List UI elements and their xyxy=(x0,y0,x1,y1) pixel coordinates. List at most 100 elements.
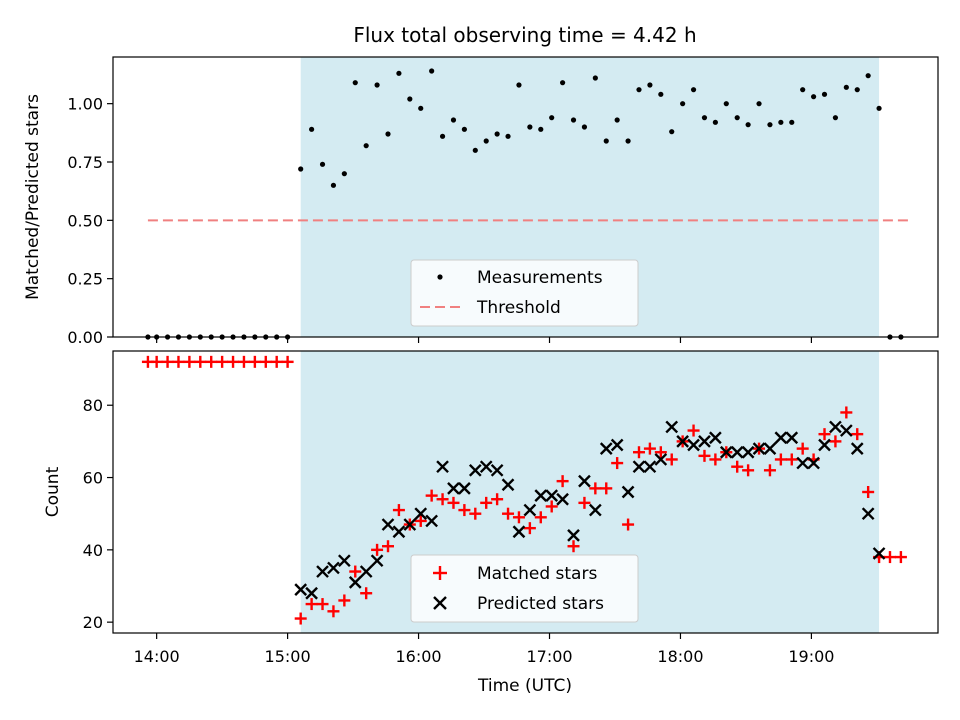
measurement-point xyxy=(439,133,446,139)
predicted-stars-point xyxy=(719,445,733,459)
matched-stars-point xyxy=(883,551,896,564)
matched-stars-point xyxy=(270,355,283,368)
measurement-point xyxy=(396,70,402,76)
measurement-point xyxy=(581,124,588,130)
predicted-stars-point xyxy=(403,518,417,531)
matched-stars-point xyxy=(491,493,504,506)
top-legend: Measurements Threshold xyxy=(410,259,639,327)
predicted-stars-point xyxy=(730,445,744,459)
predicted-stars-point xyxy=(632,460,646,474)
bottom-plot-frame xyxy=(112,350,939,634)
matched-stars-point xyxy=(392,504,405,517)
matched-stars-point xyxy=(785,453,798,466)
y-tick-label: 0.00 xyxy=(67,328,103,347)
predicted-stars-point xyxy=(370,554,384,568)
predicted-stars-point xyxy=(588,503,602,517)
matched-stars-point xyxy=(371,543,384,556)
x-tick-label: 14:00 xyxy=(134,647,180,666)
matched-stars-point xyxy=(194,355,207,368)
predicted-stars-point xyxy=(414,507,428,521)
matched-stars-point xyxy=(632,446,645,459)
matched-stars-point xyxy=(425,489,438,502)
matched-stars-point xyxy=(458,504,471,517)
matched-stars-point xyxy=(654,446,667,459)
matched-stars-point xyxy=(709,453,722,466)
bottom-y-axis-ticks: 20 40 60 80 xyxy=(83,396,113,632)
predicted-stars-point xyxy=(610,438,624,452)
top-legend-box xyxy=(410,259,639,327)
measurement-point xyxy=(298,166,304,172)
x-tick-label: 17:00 xyxy=(526,647,572,666)
measurements-series xyxy=(145,68,904,340)
y-tick-label: 20 xyxy=(83,613,103,632)
legend-measurements-label: Measurements xyxy=(477,268,603,288)
predicted-stars-point xyxy=(436,460,449,474)
predicted-stars-point xyxy=(392,525,406,539)
predicted-stars-point xyxy=(490,463,504,477)
predicted-stars-point xyxy=(578,474,591,488)
bottom-legend: Matched stars Predicted stars xyxy=(410,554,639,623)
matched-stars-point xyxy=(172,355,185,368)
predicted-stars-point xyxy=(327,561,340,575)
predicted-stars-point xyxy=(829,420,842,434)
measurement-point xyxy=(854,87,860,93)
measurement-point xyxy=(319,161,326,167)
top-y-axis-label: Matched/Predicted stars xyxy=(23,94,43,300)
matched-stars-point xyxy=(183,355,196,368)
matched-stars-point xyxy=(248,355,261,368)
matched-stars-point xyxy=(731,460,744,473)
measurement-point xyxy=(614,117,620,123)
matched-stars-point xyxy=(698,449,711,462)
matched-stars-point xyxy=(382,540,394,553)
predicted-stars-point xyxy=(665,420,679,434)
matched-stars-point xyxy=(534,511,547,524)
legend-matched-label: Matched stars xyxy=(477,564,597,584)
measurement-point xyxy=(680,101,686,107)
predicted-stars-point xyxy=(567,529,580,542)
legend-measurements-marker xyxy=(437,274,443,280)
matched-stars-point xyxy=(643,442,656,455)
measurement-point xyxy=(723,101,729,107)
x-tick-label: 19:00 xyxy=(788,647,834,666)
predicted-stars-point xyxy=(621,485,635,499)
matched-stars-point xyxy=(316,598,329,611)
top-x-axis-ticks xyxy=(156,337,813,343)
measurement-point xyxy=(810,94,817,100)
legend-threshold-label: Threshold xyxy=(476,298,561,318)
measurement-point xyxy=(570,117,577,123)
measurement-point xyxy=(385,131,391,137)
measurement-point xyxy=(821,91,828,97)
measurement-point xyxy=(352,80,358,86)
predicted-stars-point xyxy=(643,460,657,474)
measurement-point xyxy=(625,138,631,144)
matched-stars-point xyxy=(281,355,294,368)
x-tick-label: 16:00 xyxy=(396,647,442,666)
matched-stars-point xyxy=(259,355,272,368)
legend-predicted-label: Predicted stars xyxy=(477,594,604,614)
matched-stars-point xyxy=(840,406,853,419)
measurement-point xyxy=(341,171,347,177)
y-tick-label: 60 xyxy=(83,469,103,488)
predicted-stars-point xyxy=(294,583,308,596)
bottom-y-axis-label: Count xyxy=(43,466,63,517)
predicted-stars-point xyxy=(850,442,864,455)
matched-stars-point xyxy=(161,355,174,368)
matched-stars-point xyxy=(414,514,427,527)
matched-stars-point xyxy=(327,605,340,618)
measurement-point xyxy=(592,75,598,81)
predicted-stars-point xyxy=(741,445,755,459)
predicted-stars-point xyxy=(425,514,438,528)
matched-stars-point xyxy=(796,442,809,455)
predicted-stars-point xyxy=(861,507,875,521)
measurement-point xyxy=(549,115,555,121)
matched-stars-point xyxy=(338,594,351,607)
matched-stars-point xyxy=(502,507,515,520)
matched-stars-point xyxy=(480,496,493,509)
measurement-point xyxy=(516,82,522,88)
predicted-stars-point xyxy=(654,453,668,466)
matched-stars-point xyxy=(436,493,449,506)
matched-stars-point xyxy=(687,424,700,437)
matched-stars-point xyxy=(665,453,678,466)
top-y-axis-ticks: 0.00 0.25 0.50 0.75 1.00 xyxy=(67,95,113,347)
